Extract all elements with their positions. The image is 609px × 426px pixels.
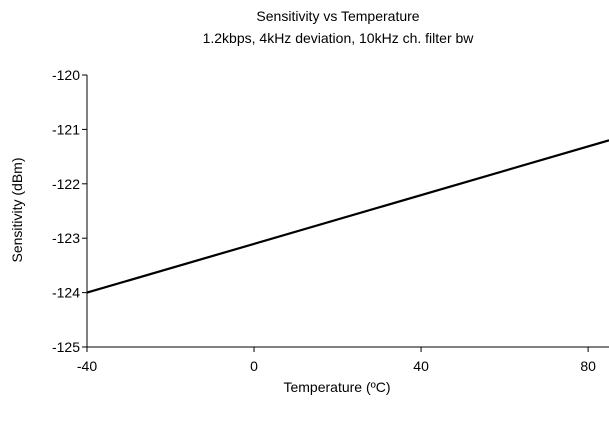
axes [86, 75, 609, 348]
y-tick-label: -125 [52, 339, 80, 355]
x-ticks: -40 0 40 80 [77, 347, 596, 374]
series-line-0 [86, 139, 609, 294]
y-ticks: -120 -121 -122 -123 -124 -125 [52, 67, 87, 355]
x-tick-label: 40 [413, 358, 429, 374]
x-tick-label: -40 [77, 358, 97, 374]
y-tick-label: -122 [52, 176, 80, 192]
y-axis-label: Sensitivity (dBm) [9, 157, 25, 262]
chart-title: Sensitivity vs Temperature [256, 8, 419, 24]
y-tick-label: -124 [52, 285, 80, 301]
y-tick-label: -123 [52, 230, 80, 246]
x-tick-label: 0 [250, 358, 258, 374]
chart-subtitle: 1.2kbps, 4kHz deviation, 10kHz ch. filte… [203, 30, 475, 46]
x-axis-label: Temperature (ºC) [283, 379, 390, 395]
y-tick-label: -121 [52, 121, 80, 137]
y-tick-label: -120 [52, 67, 80, 83]
series-group [86, 139, 609, 294]
x-tick-label: 80 [580, 358, 596, 374]
